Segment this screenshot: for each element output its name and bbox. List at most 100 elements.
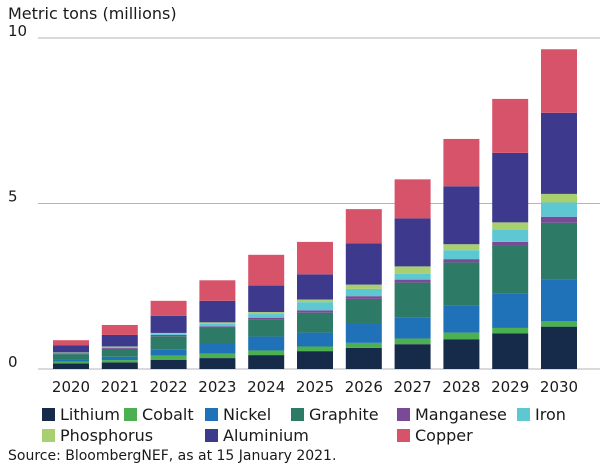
legend-item-manganese: Manganese xyxy=(397,405,517,424)
bar-iron-2022 xyxy=(150,333,187,335)
bar-phosphorus-2028 xyxy=(443,244,480,251)
x-tick-label-2022: 2022 xyxy=(150,378,188,396)
legend-item-iron: Iron xyxy=(517,405,577,424)
bar-copper-2023 xyxy=(199,280,236,301)
bar-stack-2028 xyxy=(443,138,480,369)
bar-nickel-2024 xyxy=(248,336,285,351)
bar-aluminium-2025 xyxy=(297,274,333,300)
bar-graphite-2022 xyxy=(150,336,187,350)
bar-manganese-2021 xyxy=(101,347,138,349)
x-tick-label-2024: 2024 xyxy=(247,378,285,396)
source-note: Source: BloombergNEF, as at 15 January 2… xyxy=(8,448,337,464)
x-tick-label-2028: 2028 xyxy=(442,378,480,396)
legend-row-1: Lithium Cobalt Nickel Graphite Manganese… xyxy=(42,404,602,425)
x-tick-label-2023: 2023 xyxy=(198,378,236,396)
legend-item-copper: Copper xyxy=(397,426,517,445)
legend-swatch-nickel xyxy=(205,408,218,421)
bar-phosphorus-2027 xyxy=(394,266,431,274)
bar-manganese-2027 xyxy=(394,279,431,283)
legend-label-nickel: Nickel xyxy=(223,405,272,424)
bar-phosphorus-2024 xyxy=(248,312,285,315)
bar-cobalt-2025 xyxy=(297,346,333,352)
bar-manganese-2028 xyxy=(443,259,480,263)
bar-iron-2027 xyxy=(394,273,431,280)
bar-iron-2025 xyxy=(297,302,333,311)
bar-lithium-2021 xyxy=(101,362,138,369)
legend-row-2: Phosphorus Aluminium Copper xyxy=(42,425,602,446)
bar-stack-2027 xyxy=(394,179,431,369)
bar-lithium-2030 xyxy=(541,326,577,369)
bar-aluminium-2021 xyxy=(101,334,138,347)
bar-stack-2029 xyxy=(492,98,529,369)
y-axis-title: Metric tons (millions) xyxy=(8,4,177,23)
legend-label-lithium: Lithium xyxy=(60,405,120,424)
legend-item-graphite: Graphite xyxy=(291,405,397,424)
bar-cobalt-2026 xyxy=(345,342,382,348)
bar-manganese-2029 xyxy=(492,241,529,246)
bar-graphite-2029 xyxy=(492,245,529,294)
bar-graphite-2028 xyxy=(443,262,480,306)
bar-iron-2020 xyxy=(53,352,89,354)
bar-copper-2024 xyxy=(248,254,285,286)
bar-graphite-2024 xyxy=(248,319,285,337)
bar-nickel-2029 xyxy=(492,293,529,328)
legend-label-cobalt: Cobalt xyxy=(142,405,194,424)
bar-phosphorus-2026 xyxy=(345,284,382,289)
bar-lithium-2020 xyxy=(53,363,89,369)
bar-graphite-2021 xyxy=(101,348,138,357)
bar-nickel-2025 xyxy=(297,332,333,347)
x-axis-ticks: 2020 2021 2022 2023 2024 2025 2026 2027 2028 2029… xyxy=(52,378,578,396)
bar-graphite-2025 xyxy=(297,312,333,333)
x-tick-label-2027: 2027 xyxy=(394,378,432,396)
bar-nickel-2026 xyxy=(345,323,382,343)
bar-cobalt-2020 xyxy=(53,361,89,364)
bar-phosphorus-2029 xyxy=(492,222,529,230)
bar-cobalt-2022 xyxy=(150,355,187,360)
bar-iron-2023 xyxy=(199,323,236,327)
x-tick-label-2029: 2029 xyxy=(491,378,529,396)
bar-manganese-2023 xyxy=(199,326,236,328)
bar-aluminium-2020 xyxy=(53,345,89,353)
bar-copper-2020 xyxy=(53,340,89,346)
bar-aluminium-2023 xyxy=(199,300,236,323)
bar-iron-2024 xyxy=(248,314,285,318)
legend-item-phosphorus: Phosphorus xyxy=(42,426,205,445)
bar-iron-2028 xyxy=(443,250,480,260)
bar-iron-2026 xyxy=(345,288,382,297)
x-tick-label-2020: 2020 xyxy=(52,378,90,396)
legend-item-nickel: Nickel xyxy=(205,405,291,424)
bar-nickel-2022 xyxy=(150,349,187,356)
legend: Lithium Cobalt Nickel Graphite Manganese… xyxy=(42,404,602,446)
bars xyxy=(53,49,577,369)
bar-phosphorus-2022 xyxy=(150,332,187,334)
y-tick-label-0: 0 xyxy=(8,353,18,371)
bar-phosphorus-2023 xyxy=(199,322,236,324)
legend-item-cobalt: Cobalt xyxy=(124,405,205,424)
bar-nickel-2027 xyxy=(394,317,431,339)
bar-cobalt-2024 xyxy=(248,350,285,356)
bar-copper-2021 xyxy=(101,324,138,335)
bar-aluminium-2030 xyxy=(541,112,577,194)
bar-manganese-2024 xyxy=(248,317,285,320)
bar-aluminium-2027 xyxy=(394,218,431,267)
bar-graphite-2027 xyxy=(394,282,431,318)
y-axis-ticks: 0 5 10 xyxy=(8,22,27,371)
bar-aluminium-2028 xyxy=(443,186,480,245)
x-tick-label-2026: 2026 xyxy=(345,378,383,396)
bar-stack-2021 xyxy=(101,324,138,369)
legend-swatch-lithium xyxy=(42,408,55,421)
bar-manganese-2025 xyxy=(297,310,333,313)
bar-stack-2024 xyxy=(248,254,285,369)
legend-label-manganese: Manganese xyxy=(415,405,507,424)
bar-aluminium-2022 xyxy=(150,315,187,333)
legend-label-phosphorus: Phosphorus xyxy=(60,426,154,445)
bar-copper-2027 xyxy=(394,179,431,219)
bar-cobalt-2021 xyxy=(101,360,138,363)
bar-nickel-2028 xyxy=(443,305,480,333)
bar-cobalt-2029 xyxy=(492,327,529,334)
legend-swatch-iron xyxy=(517,408,530,421)
bar-nickel-2020 xyxy=(53,359,89,362)
legend-item-aluminium: Aluminium xyxy=(205,426,397,445)
bar-phosphorus-2030 xyxy=(541,193,577,203)
